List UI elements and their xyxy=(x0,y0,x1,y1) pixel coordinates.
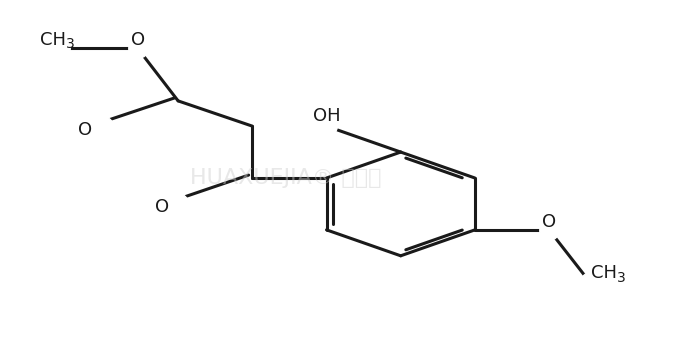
Text: O: O xyxy=(78,121,92,139)
Text: 3: 3 xyxy=(617,271,626,284)
Text: O: O xyxy=(155,198,169,216)
Text: HUAXUEJIA® 化学加: HUAXUEJIA® 化学加 xyxy=(190,168,381,188)
Text: OH: OH xyxy=(313,107,340,125)
Text: O: O xyxy=(131,31,145,49)
Text: CH: CH xyxy=(591,264,617,282)
Text: CH: CH xyxy=(40,31,66,49)
Text: O: O xyxy=(542,213,556,231)
Text: 3: 3 xyxy=(65,37,74,52)
